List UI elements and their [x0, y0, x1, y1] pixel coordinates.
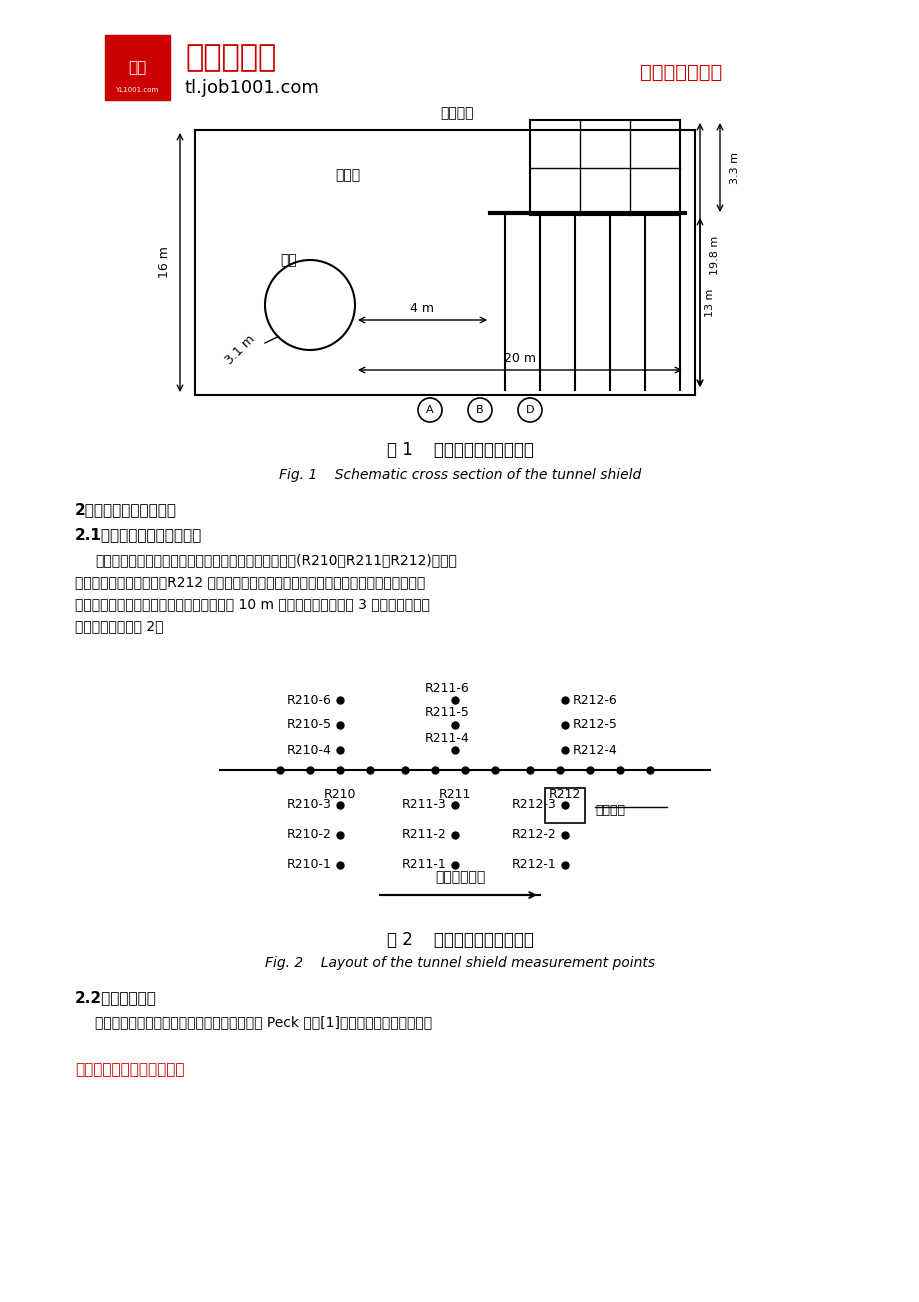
Text: R210-5: R210-5 — [287, 719, 332, 732]
Text: R211-4: R211-4 — [425, 732, 469, 745]
Text: 19.8 m: 19.8 m — [709, 236, 720, 275]
Text: 隧道: 隧道 — [279, 253, 297, 267]
Text: R212-6: R212-6 — [573, 694, 617, 707]
Text: 3.1 m: 3.1 m — [222, 333, 257, 367]
Text: YL1001.com: YL1001.com — [115, 87, 158, 92]
Text: 20 m: 20 m — [504, 352, 536, 365]
Text: R212: R212 — [549, 788, 581, 801]
Text: R212-3: R212-3 — [512, 798, 556, 811]
Text: R212-1: R212-1 — [512, 858, 556, 871]
Text: R212-5: R212-5 — [573, 719, 618, 732]
Text: 面监测以轴线为中心，左右对称布置，每隔 10 m 布置一点，每侧布置 3 个测点，具体隧: 面监测以轴线为中心，左右对称布置，每隔 10 m 布置一点，每侧布置 3 个测点… — [75, 598, 429, 611]
Text: 专业知识分享版: 专业知识分享版 — [640, 62, 721, 82]
Text: R210-6: R210-6 — [287, 694, 332, 707]
Text: 4 m: 4 m — [410, 302, 434, 315]
Text: 2隧道盾构引起地表沉降: 2隧道盾构引起地表沉降 — [75, 503, 176, 517]
Text: R211-5: R211-5 — [424, 707, 469, 720]
Text: R210-4: R210-4 — [287, 743, 332, 756]
Text: 关于隧道盾构开挖引起的地表沉降，一般常用 Peck 公式[1]经验法估算。该法主要是: 关于隧道盾构开挖引起的地表沉降，一般常用 Peck 公式[1]经验法估算。该法主… — [95, 1016, 432, 1029]
Text: R210-3: R210-3 — [287, 798, 332, 811]
Text: 一览: 一览 — [128, 60, 146, 76]
Text: D: D — [525, 405, 534, 415]
Text: R211-2: R211-2 — [402, 828, 447, 841]
Text: R212-2: R212-2 — [512, 828, 556, 841]
Text: 图 2    隧道盾构实测点布置图: 图 2 隧道盾构实测点布置图 — [386, 931, 533, 949]
Text: R211-3: R211-3 — [402, 798, 447, 811]
Text: R210: R210 — [323, 788, 356, 801]
Text: 13 m: 13 m — [704, 288, 714, 316]
Text: 16 m: 16 m — [158, 246, 171, 279]
Bar — [105, 35, 170, 100]
Text: 铁路英才网: 铁路英才网 — [185, 43, 276, 73]
Text: 3.3 m: 3.3 m — [729, 151, 739, 184]
Bar — [544, 788, 584, 823]
Text: A: A — [425, 405, 434, 415]
Text: 桩基础: 桩基础 — [335, 168, 359, 182]
Text: 道监测点布置见图 2。: 道监测点布置见图 2。 — [75, 618, 164, 633]
Text: R210-1: R210-1 — [287, 858, 332, 871]
Text: 2.2实测结果分析: 2.2实测结果分析 — [75, 991, 157, 1005]
Text: 沉降监测值作统计分析。R212 断面涉及建筑物，其余纵向监测每隔两环布置一点。横向断: 沉降监测值作统计分析。R212 断面涉及建筑物，其余纵向监测每隔两环布置一点。横… — [75, 575, 425, 589]
Text: R210-2: R210-2 — [287, 828, 332, 841]
Text: 图 1    隧道盾构横截面示意图: 图 1 隧道盾构横截面示意图 — [386, 441, 533, 460]
Text: R211-6: R211-6 — [425, 681, 469, 694]
Text: 由于隧道盾构区间较长，取盾构轴线上三个盾构横截面(R210、R211、R212)的地表: 由于隧道盾构区间较长，取盾构轴线上三个盾构横截面(R210、R211、R212)… — [95, 553, 457, 566]
Text: 2.1地表沉降现场监测点布置: 2.1地表沉降现场监测点布置 — [75, 527, 202, 543]
Text: 框架建筑: 框架建筑 — [595, 803, 624, 816]
Text: Fig. 1    Schematic cross section of the tunnel shield: Fig. 1 Schematic cross section of the tu… — [278, 467, 641, 482]
Text: 框架建筑: 框架建筑 — [439, 105, 473, 120]
Text: R212-4: R212-4 — [573, 743, 617, 756]
Text: tl.job1001.com: tl.job1001.com — [185, 79, 320, 98]
Text: 盾构掘进方向: 盾构掘进方向 — [435, 870, 484, 884]
Text: R211-1: R211-1 — [402, 858, 447, 871]
Text: Fig. 2    Layout of the tunnel shield measurement points: Fig. 2 Layout of the tunnel shield measu… — [265, 956, 654, 970]
Text: B: B — [476, 405, 483, 415]
Text: R211: R211 — [438, 788, 471, 801]
Text: 使命：加速中国职业化进程: 使命：加速中国职业化进程 — [75, 1062, 185, 1078]
